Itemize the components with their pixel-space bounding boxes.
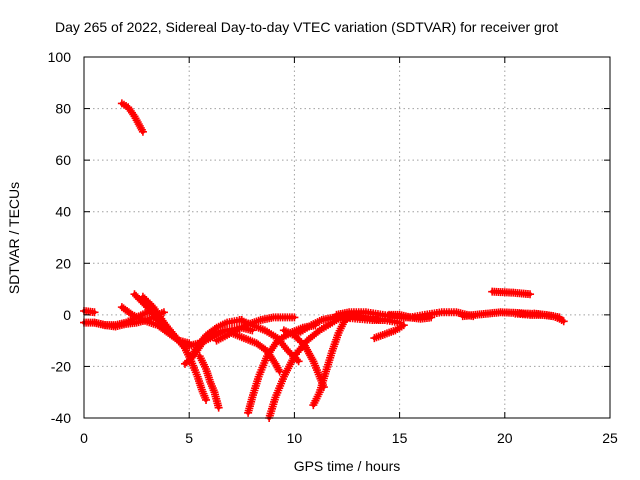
y-tick-label: -20 xyxy=(51,358,71,374)
chart-title: Day 265 of 2022, Sidereal Day-to-day VTE… xyxy=(55,19,558,35)
x-tick-label: 10 xyxy=(287,430,303,446)
y-tick-label: 60 xyxy=(55,152,71,168)
data-point xyxy=(294,357,303,366)
y-tick-label: 40 xyxy=(55,204,71,220)
data-point xyxy=(526,290,535,299)
x-tick-label: 5 xyxy=(185,430,193,446)
data-point xyxy=(559,317,568,326)
plot-frame xyxy=(83,56,611,419)
data-point xyxy=(275,367,284,376)
data-point xyxy=(172,335,181,344)
series-arc-21 xyxy=(370,321,408,343)
series-arc-7 xyxy=(117,303,194,348)
x-tick-label: 0 xyxy=(80,430,88,446)
data-points xyxy=(80,99,568,422)
data-point xyxy=(555,313,564,322)
y-tick-label: 20 xyxy=(55,255,71,271)
series-arc-25 xyxy=(488,287,535,299)
series-arc-27 xyxy=(511,309,564,322)
data-point xyxy=(90,308,99,317)
data-point xyxy=(214,403,223,412)
axis-ticks: 0 5 10 15 20 25 -40 -20 0 20 40 60 80 100 xyxy=(48,49,618,446)
data-point xyxy=(202,395,211,404)
y-tick-label: 80 xyxy=(55,101,71,117)
x-axis-label: GPS time / hours xyxy=(294,458,401,474)
y-tick-label: 100 xyxy=(48,49,72,65)
data-point xyxy=(138,127,147,136)
data-point xyxy=(185,339,194,348)
series-arc-11 xyxy=(212,313,299,345)
grid xyxy=(84,57,610,418)
y-tick-label: 0 xyxy=(63,307,71,323)
y-tick-label: -40 xyxy=(51,410,71,426)
series-arc-17 xyxy=(309,310,387,410)
data-point xyxy=(399,321,408,330)
data-point xyxy=(290,313,299,322)
x-tick-label: 20 xyxy=(497,430,513,446)
y-axis-label: SDTVAR / TECUs xyxy=(6,182,22,294)
series-arc-12 xyxy=(227,328,284,376)
x-tick-label: 15 xyxy=(392,430,408,446)
series-arc-1 xyxy=(117,99,147,136)
x-tick-label: 25 xyxy=(602,430,618,446)
series-arc-10 xyxy=(195,352,223,412)
